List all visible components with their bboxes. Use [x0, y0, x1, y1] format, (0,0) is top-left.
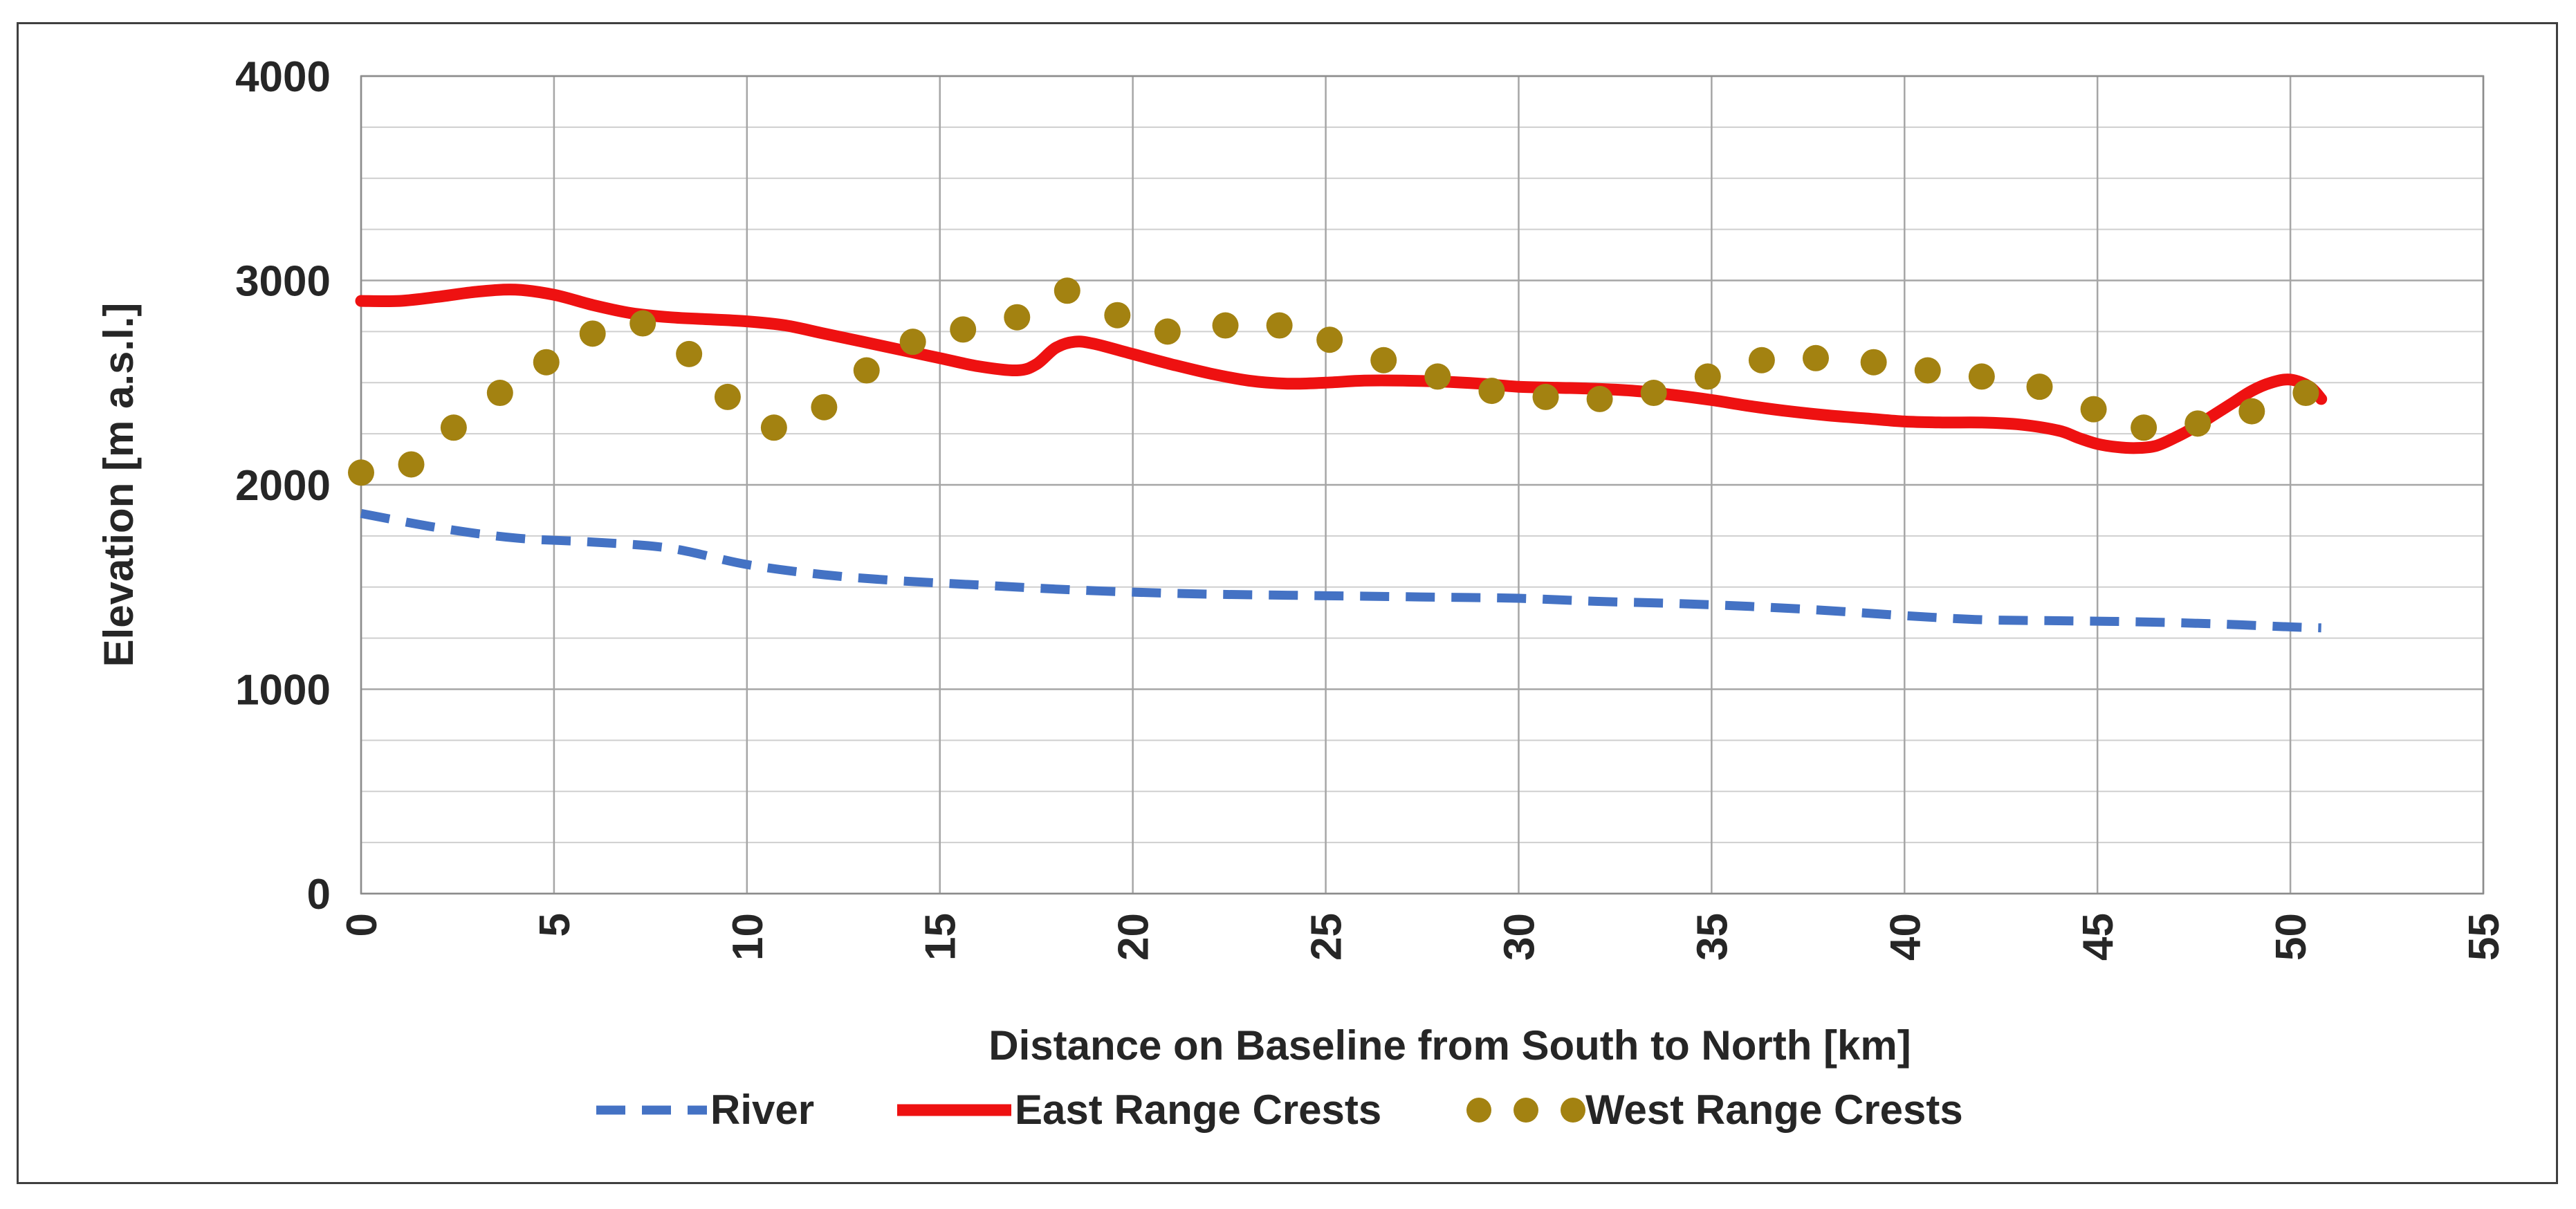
- y-axis-tick-labels: 0 1000 2000 3000 4000: [235, 53, 331, 919]
- data-point-west-range-crests: [2292, 380, 2319, 407]
- y-tick-label: 2000: [235, 462, 331, 510]
- data-point-west-range-crests: [1914, 357, 1941, 384]
- data-point-west-range-crests: [1860, 349, 1887, 376]
- data-point-west-range-crests: [1748, 347, 1775, 373]
- data-point-west-range-crests: [1316, 326, 1343, 353]
- x-tick-label: 5: [531, 913, 579, 936]
- legend: River East Range Crests West Range Crest…: [596, 1087, 1963, 1133]
- legend-label-east-range-crests: East Range Crests: [1015, 1087, 1381, 1133]
- legend-item-west-range-crests: West Range Crests: [1466, 1087, 1963, 1133]
- legend-marker-west-range-crests: [1561, 1098, 1585, 1123]
- data-point-west-range-crests: [1154, 318, 1181, 345]
- data-point-west-range-crests: [1004, 304, 1031, 331]
- data-point-west-range-crests: [348, 459, 374, 486]
- legend-item-east-range-crests: East Range Crests: [897, 1087, 1381, 1133]
- legend-label-river: River: [710, 1087, 814, 1133]
- data-point-west-range-crests: [811, 394, 838, 421]
- data-point-west-range-crests: [676, 340, 703, 367]
- data-point-west-range-crests: [714, 383, 741, 410]
- x-tick-label: 15: [917, 913, 965, 961]
- data-point-west-range-crests: [1802, 344, 1829, 371]
- chart-frame: [17, 22, 2558, 1184]
- x-tick-label: 0: [338, 913, 386, 936]
- data-point-west-range-crests: [486, 380, 513, 407]
- x-tick-label: 55: [2460, 913, 2508, 961]
- major-gridlines: [360, 75, 2485, 895]
- data-point-west-range-crests: [1694, 363, 1721, 390]
- x-axis-tick-labels: 0 5 10 15 20 25 30 35 40 45 50 55: [338, 913, 2508, 961]
- data-point-west-range-crests: [1370, 347, 1397, 373]
- data-point-west-range-crests: [533, 349, 560, 376]
- data-point-west-range-crests: [579, 320, 606, 347]
- series-line-river: [360, 509, 2321, 633]
- data-point-west-range-crests: [2184, 410, 2211, 437]
- data-point-west-range-crests: [2026, 373, 2053, 400]
- legend-item-river: River: [596, 1087, 814, 1133]
- data-point-west-range-crests: [2131, 414, 2158, 441]
- data-point-west-range-crests: [1054, 277, 1080, 304]
- y-tick-label: 1000: [235, 667, 331, 714]
- legend-marker-west-range-crests: [1466, 1098, 1491, 1123]
- x-tick-label: 50: [2267, 913, 2315, 961]
- data-point-west-range-crests: [950, 316, 977, 343]
- x-axis-title: Distance on Baseline from South to North…: [988, 1022, 1911, 1069]
- data-point-west-range-crests: [2080, 396, 2107, 423]
- x-tick-label: 10: [724, 913, 772, 961]
- x-tick-label: 45: [2074, 913, 2122, 961]
- x-tick-label: 20: [1110, 913, 1158, 961]
- series-west-range-crests: [348, 277, 2319, 486]
- data-point-west-range-crests: [440, 414, 467, 441]
- legend-label-west-range-crests: West Range Crests: [1585, 1087, 1963, 1133]
- x-tick-label: 30: [1496, 913, 1543, 961]
- data-point-west-range-crests: [1104, 302, 1131, 329]
- data-point-west-range-crests: [1532, 383, 1559, 410]
- x-tick-label: 35: [1689, 913, 1736, 961]
- data-point-west-range-crests: [1212, 312, 1239, 339]
- minor-gridlines: [361, 126, 2483, 844]
- y-tick-label: 4000: [235, 53, 331, 101]
- y-tick-label: 0: [307, 871, 331, 919]
- series-layer: [348, 277, 2328, 633]
- data-point-west-range-crests: [1968, 363, 1995, 390]
- legend-swatch-west-range-crests: [1466, 1098, 1585, 1123]
- data-point-west-range-crests: [398, 451, 425, 478]
- y-axis-title: Elevation [m a.s.l.]: [95, 303, 142, 667]
- series-line-east-range-crests: [355, 284, 2328, 454]
- data-point-west-range-crests: [1586, 385, 1613, 412]
- data-point-west-range-crests: [1266, 312, 1293, 339]
- data-point-west-range-crests: [853, 357, 880, 384]
- data-point-west-range-crests: [2238, 398, 2265, 425]
- data-point-west-range-crests: [629, 310, 656, 337]
- data-point-west-range-crests: [1478, 378, 1505, 405]
- x-tick-label: 25: [1303, 913, 1351, 961]
- data-point-west-range-crests: [1424, 363, 1451, 390]
- data-point-west-range-crests: [899, 329, 926, 356]
- legend-marker-west-range-crests: [1514, 1098, 1538, 1123]
- y-tick-label: 3000: [235, 258, 331, 306]
- x-tick-label: 40: [1882, 913, 1929, 961]
- data-point-west-range-crests: [760, 414, 787, 441]
- data-point-west-range-crests: [1640, 380, 1667, 407]
